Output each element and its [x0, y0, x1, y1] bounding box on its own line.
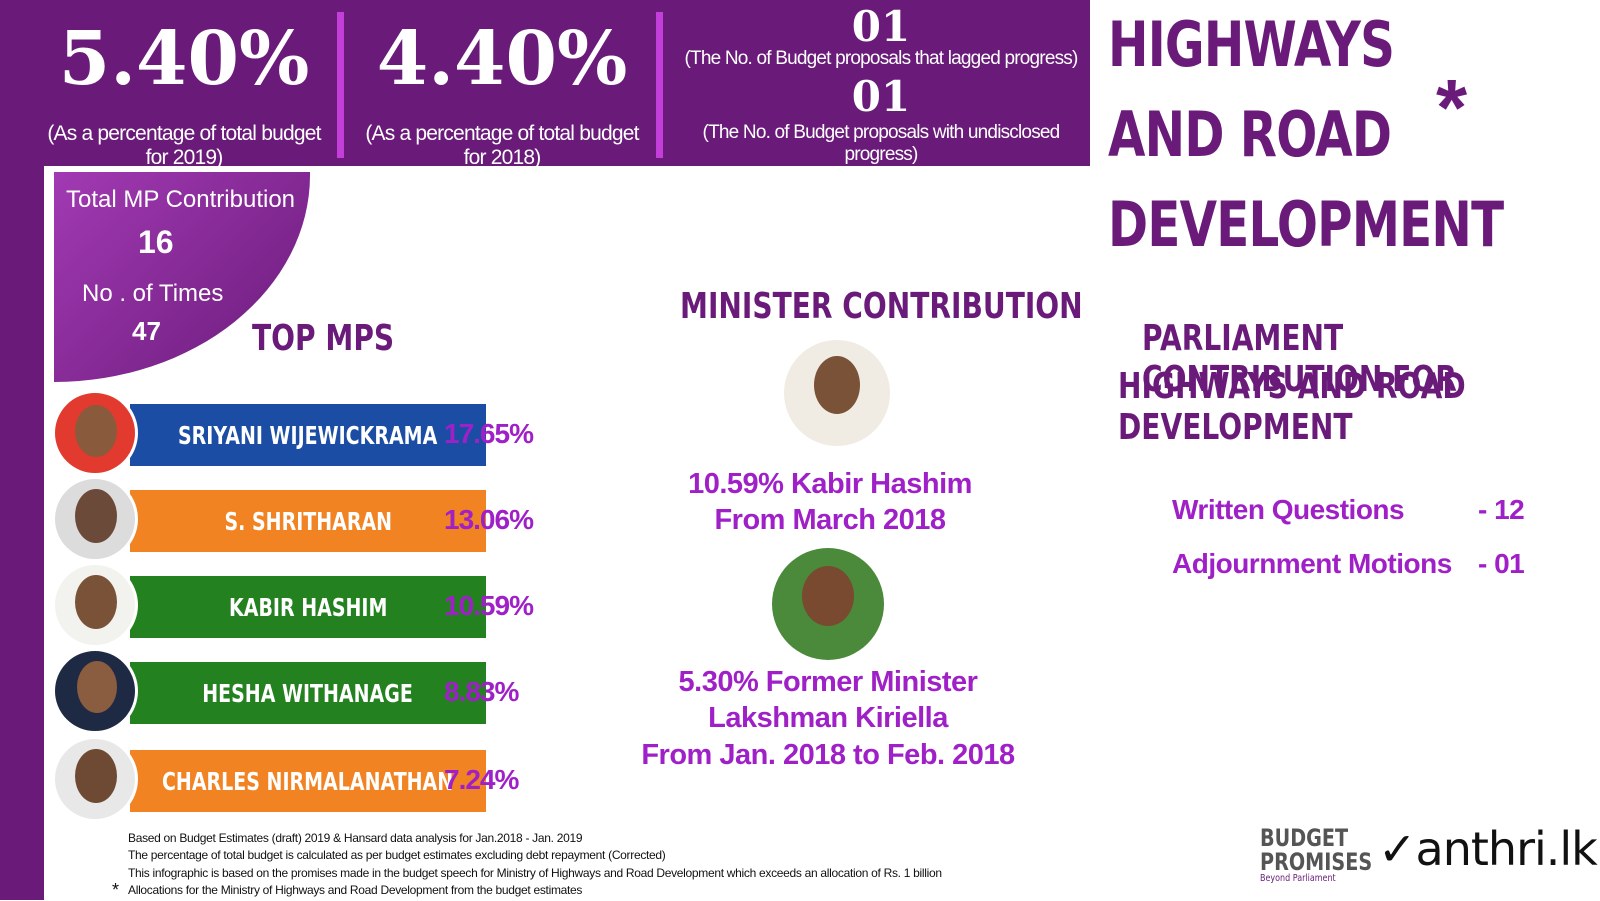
title-asterisk: * — [1436, 63, 1468, 152]
title-line-2: DEVELOPMENT — [1108, 187, 1504, 261]
avatar — [52, 390, 138, 476]
mp-bar: SRIYANI WIJEWICKRAMA — [130, 404, 486, 466]
total-mp-contribution-value: 16 — [138, 224, 174, 260]
stats-banner — [0, 0, 1090, 166]
budget-promises-logo: BUDGET PROMISES Beyond Parliament — [1260, 826, 1372, 884]
stat-divider — [656, 12, 663, 158]
mp-name: S. SHRITHARAN — [224, 506, 392, 536]
parliament-contribution-heading-1: PARLIAMENT CONTRIBUTION FOR — [1142, 318, 1457, 400]
mp-name: CHARLES NIRMALANATHAN — [162, 766, 454, 796]
minister-2-line-3: From Jan. 2018 to Feb. 2018 — [641, 738, 1015, 771]
mp-bar: KABIR HASHIM — [130, 576, 486, 638]
mp-name: KABIR HASHIM — [228, 592, 388, 622]
undisclosed-proposals-value: 01 — [851, 72, 911, 121]
written-questions-label: Written Questions — [1172, 494, 1405, 525]
written-questions-value: - 12 — [1478, 494, 1525, 525]
mp-percentage: 10.59% — [444, 590, 534, 621]
manthri-logo-text: anthri.lk — [1415, 822, 1598, 876]
title-line-1: HIGHWAYS AND ROAD — [1108, 8, 1395, 171]
footnotes: Based on Budget Estimates (draft) 2019 &… — [128, 830, 942, 900]
minister-2-line-2: Lakshman Kiriella — [708, 702, 948, 735]
minister-2-line-1: 5.30% Former Minister — [678, 666, 978, 698]
adjournment-motions-value: - 01 — [1478, 548, 1525, 579]
mp-percentage: 17.65% — [444, 418, 534, 449]
top-mps-heading: TOP MPS — [252, 318, 395, 359]
mp-row: CHARLES NIRMALANATHAN 7.24% — [52, 736, 572, 822]
minister-photo — [784, 340, 890, 446]
mp-row: S. SHRITHARAN 13.06% — [52, 476, 572, 562]
footnote-4: Allocations for the Ministry of Highways… — [128, 883, 583, 898]
footnote-3: This infographic is based on the promise… — [128, 865, 942, 880]
logo-budget-text: BUDGET — [1260, 824, 1349, 852]
lagged-proposals-caption: (The No. of Budget proposals that lagged… — [684, 48, 1078, 69]
minister-photo — [772, 548, 884, 660]
minister-2-contribution: 5.30% Former Minister Lakshman Kiriella … — [628, 664, 1028, 773]
mp-bar: S. SHRITHARAN — [130, 490, 486, 552]
avatar — [52, 476, 138, 562]
mp-percentage: 7.24% — [444, 764, 519, 795]
stat-2019-value: 5.40% — [58, 16, 310, 102]
mp-name: SRIYANI WIJEWICKRAMA — [178, 420, 438, 450]
minister-1-line-1: 10.59% Kabir Hashim — [688, 468, 972, 500]
logo-subtitle: Beyond Parliament — [1260, 873, 1336, 884]
mp-bar: CHARLES NIRMALANATHAN — [130, 750, 486, 812]
total-mp-contribution-label: Total MP Contribution — [66, 186, 296, 213]
minister-1-contribution: 10.59% Kabir Hashim From March 2018 — [640, 466, 1020, 539]
checkmark-icon: ✓ — [1378, 822, 1417, 876]
mp-row: SRIYANI WIJEWICKRAMA 17.65% — [52, 390, 572, 476]
stat-proposals: 01 (The No. of Budget proposals that lag… — [676, 0, 1086, 166]
adjournment-motions-label: Adjournment Motions — [1172, 548, 1452, 579]
undisclosed-proposals-caption: (The No. of Budget proposals with undisc… — [702, 122, 1061, 165]
stat-2018-caption: (As a percentage of total budget for 201… — [365, 122, 639, 169]
lagged-proposals-value: 01 — [851, 2, 911, 51]
parliament-contribution-heading-2: HIGHWAYS AND ROAD DEVELOPMENT — [1118, 366, 1466, 448]
mp-percentage: 13.06% — [444, 504, 534, 535]
logo-promises-text: PROMISES — [1260, 848, 1373, 876]
stat-divider — [337, 12, 344, 158]
footnote-2: The percentage of total budget is calcul… — [128, 848, 666, 863]
mp-percentage: 8.83% — [444, 676, 519, 707]
no-of-times-label: No . of Times — [82, 280, 224, 307]
avatar — [52, 736, 138, 822]
footnote-1: Based on Budget Estimates (draft) 2019 &… — [128, 831, 583, 845]
mp-row: HESHA WITHANAGE 8.83% — [52, 648, 572, 734]
avatar — [52, 562, 138, 648]
stat-budget-2019: 5.40% (As a percentage of total budget f… — [34, 0, 334, 170]
minister-contribution-heading: MINISTER CONTRIBUTION — [680, 286, 1083, 327]
no-of-times-value: 47 — [132, 316, 161, 346]
minister-1-line-2: From March 2018 — [714, 504, 946, 537]
mp-name: HESHA WITHANAGE — [202, 678, 414, 708]
avatar — [52, 648, 138, 734]
page-title: HIGHWAYS AND ROAD DEVELOPMENT — [1108, 0, 1504, 270]
stat-2018-value: 4.40% — [376, 16, 628, 102]
stat-2019-caption: (As a percentage of total budget for 201… — [47, 122, 321, 169]
mp-bar: HESHA WITHANAGE — [130, 662, 486, 724]
footnote-asterisk: * — [112, 880, 120, 900]
stat-budget-2018: 4.40% (As a percentage of total budget f… — [352, 0, 652, 170]
manthri-logo: ✓anthri.lk — [1378, 822, 1598, 876]
mp-row: KABIR HASHIM 10.59% — [52, 562, 572, 648]
